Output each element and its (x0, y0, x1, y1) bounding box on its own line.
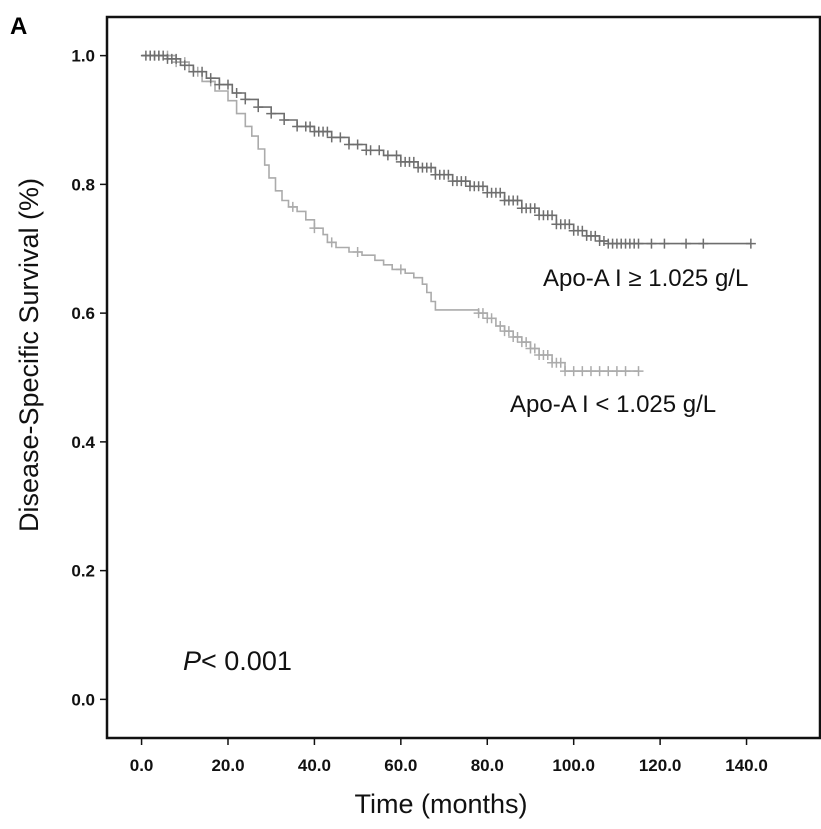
p-symbol: P (183, 646, 201, 676)
censor-mark (322, 126, 333, 137)
x-tick-label: 60.0 (384, 756, 417, 775)
censor-mark (205, 73, 216, 84)
censor-mark (279, 115, 290, 125)
censor-mark (568, 366, 579, 377)
censor-mark (335, 132, 346, 143)
censor-mark (603, 366, 614, 377)
series-layer (140, 50, 756, 377)
censor-mark (611, 366, 622, 377)
censor-mark (598, 236, 609, 247)
censor-mark (240, 94, 251, 105)
censor-mark (395, 264, 406, 275)
y-tick-label: 0.0 (71, 690, 95, 709)
censor-mark (590, 230, 601, 241)
censor-mark (555, 357, 566, 368)
x-axis-title: Time (months) (354, 789, 527, 819)
censor-mark (443, 169, 454, 180)
censor-mark (594, 366, 605, 377)
censor-mark (564, 219, 575, 230)
censor-mark (171, 53, 182, 64)
series-label-low: Apo-A I < 1.025 g/L (510, 391, 716, 418)
censor-mark (460, 176, 471, 187)
plot-frame (105, 15, 821, 740)
censor-mark (542, 349, 553, 360)
censor-mark (391, 150, 402, 161)
y-tick-label: 0.6 (71, 304, 95, 323)
censor-mark (309, 223, 320, 234)
panel-letter: A (10, 13, 27, 40)
y-axis: 0.0 0.2 0.4 0.6 0.8 1.0 (71, 47, 107, 709)
censor-mark (495, 187, 506, 198)
censor-mark (231, 87, 242, 98)
x-tick-label: 20.0 (211, 756, 244, 775)
survival-curve-1 (141, 54, 639, 372)
censor-mark (352, 139, 363, 150)
x-tick-label: 100.0 (552, 756, 595, 775)
p-value-text: < 0.001 (201, 646, 292, 676)
x-tick-label: 120.0 (639, 756, 682, 775)
censor-mark (681, 238, 692, 249)
censor-mark (577, 225, 588, 236)
x-tick-label: 140.0 (725, 756, 768, 775)
y-tick-label: 0.2 (71, 562, 95, 581)
censor-mark (326, 132, 337, 143)
y-tick-label: 0.4 (71, 433, 95, 452)
series-0 (140, 50, 756, 249)
p-value: P< 0.001 (183, 646, 292, 676)
y-axis-title: Disease-Specific Survival (%) (14, 178, 44, 532)
censor-mark (253, 102, 264, 113)
censor-mark (659, 238, 670, 249)
censor-mark (343, 139, 354, 150)
censor-mark (529, 343, 540, 354)
y-tick-label: 0.8 (71, 175, 95, 194)
censor-mark (633, 366, 644, 377)
censor-mark (179, 60, 190, 71)
censor-mark (512, 331, 523, 342)
censor-mark (495, 321, 506, 331)
series-label-high: Apo-A I ≥ 1.025 g/L (543, 265, 748, 292)
censor-mark (646, 238, 657, 249)
censor-mark (560, 366, 571, 377)
censor-mark (486, 313, 497, 324)
x-tick-label: 80.0 (471, 756, 504, 775)
censor-mark (352, 246, 363, 257)
x-axis: 0.0 20.0 40.0 60.0 80.0 100.0 120.0 140.0 (130, 738, 768, 775)
x-tick-label: 40.0 (298, 756, 331, 775)
censor-mark (503, 326, 514, 337)
censor-mark (698, 238, 709, 249)
censor-mark (745, 238, 756, 249)
censor-mark (214, 79, 225, 90)
censor-mark (521, 337, 532, 348)
censor-mark (529, 203, 540, 214)
survival-curve-0 (141, 54, 751, 245)
censor-mark (620, 366, 631, 377)
censor-mark (287, 201, 298, 212)
x-tick-label: 0.0 (130, 756, 154, 775)
censor-mark (222, 79, 233, 90)
censor-mark (382, 150, 393, 161)
censor-mark (266, 108, 277, 119)
y-tick-label: 1.0 (71, 47, 95, 66)
censor-mark (633, 238, 644, 249)
series-1 (141, 50, 644, 377)
censor-mark (477, 181, 488, 192)
censor-mark (365, 145, 376, 156)
censor-mark (585, 366, 596, 377)
censor-mark (408, 156, 419, 167)
censor-mark (305, 121, 316, 132)
censor-mark (374, 145, 385, 156)
censor-mark (426, 162, 437, 173)
censor-mark (292, 121, 303, 132)
censor-mark (197, 66, 208, 77)
censor-mark (477, 308, 488, 319)
censor-mark (188, 66, 199, 77)
censor-mark (326, 237, 337, 248)
censor-mark (547, 210, 558, 221)
censor-mark (577, 366, 588, 377)
censor-mark (512, 195, 523, 206)
